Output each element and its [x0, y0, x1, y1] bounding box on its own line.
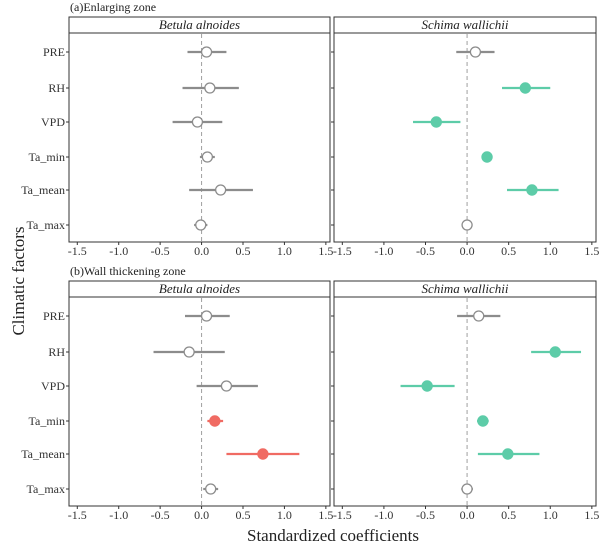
x-tick-label: -0.5 — [151, 244, 170, 258]
x-tick-label: -1.5 — [333, 244, 352, 258]
x-tick-label: 0.5 — [236, 508, 251, 522]
y-tick-label: RH — [48, 81, 65, 95]
x-tick-label: -1.0 — [374, 244, 393, 258]
estimate-point-pre — [200, 310, 213, 322]
x-tick-label: 0.0 — [460, 508, 475, 522]
estimate-point-rh — [519, 82, 532, 94]
facet-frame — [68, 296, 331, 507]
y-tick-label: Ta_min — [29, 150, 66, 164]
estimate-point-ta-mean — [214, 184, 227, 196]
estimate-point-ta-max — [195, 219, 207, 231]
y-tick-label: Ta_max — [27, 218, 65, 232]
facet-label: Betula alnoides — [159, 281, 240, 296]
y-tick-label: Ta_mean — [21, 183, 65, 197]
estimate-point-vpd — [430, 116, 443, 128]
x-tick-label: 0.0 — [460, 244, 475, 258]
x-tick-label: 0.5 — [236, 244, 251, 258]
estimate-point-rh — [183, 346, 195, 358]
x-tick-label: -0.5 — [416, 508, 435, 522]
x-tick-label: 0.5 — [501, 508, 516, 522]
x-tick-label: 1.5 — [584, 508, 599, 522]
x-tick-label: -1.0 — [374, 508, 393, 522]
estimate-point-pre — [469, 46, 482, 58]
estimate-point-vpd — [191, 116, 204, 128]
y-tick-label: PRE — [43, 309, 65, 323]
estimate-point-pre — [200, 46, 213, 58]
y-tick-label: RH — [48, 345, 65, 359]
y-tick-label: Ta_min — [29, 414, 66, 428]
x-axis-title: Standardized coefficients — [247, 526, 419, 545]
x-tick-label: 0.0 — [194, 508, 209, 522]
x-tick-label: -1.5 — [333, 508, 352, 522]
x-tick-label: -1.0 — [109, 244, 128, 258]
facet-label: Betula alnoides — [159, 17, 240, 32]
estimate-point-ta-mean — [257, 448, 269, 460]
y-tick-label: Ta_max — [27, 482, 65, 496]
x-tick-label: 1.0 — [543, 244, 558, 258]
x-tick-label: 0.5 — [501, 244, 516, 258]
panel-title: (b)Wall thickening zone — [70, 264, 186, 278]
x-tick-label: 1.5 — [318, 508, 333, 522]
estimate-point-ta-max — [205, 483, 217, 495]
facet-frame — [68, 32, 331, 243]
x-tick-label: 1.0 — [277, 244, 292, 258]
x-tick-label: -1.5 — [68, 508, 87, 522]
estimate-point-rh — [549, 346, 561, 358]
estimate-point-ta-max — [461, 219, 473, 231]
x-tick-label: -1.0 — [109, 508, 128, 522]
estimate-point-ta-mean — [526, 184, 538, 196]
x-tick-label: 0.0 — [194, 244, 209, 258]
x-tick-label: 1.0 — [277, 508, 292, 522]
x-tick-label: 1.5 — [318, 244, 333, 258]
estimate-point-ta-mean — [502, 448, 514, 460]
estimate-point-ta-min — [477, 415, 489, 427]
x-tick-label: -1.5 — [68, 244, 87, 258]
estimate-point-vpd — [421, 380, 433, 392]
y-tick-label: VPD — [41, 115, 65, 129]
y-tick-label: VPD — [41, 379, 65, 393]
x-tick-label: 1.0 — [543, 508, 558, 522]
y-tick-label: Ta_mean — [21, 447, 65, 461]
facet-frame — [333, 32, 597, 243]
estimate-point-vpd — [220, 380, 233, 392]
estimate-point-ta-min — [481, 151, 493, 163]
x-tick-label: 1.5 — [584, 244, 599, 258]
panel-title: (a)Enlarging zone — [70, 0, 156, 14]
facet-label: Schima wallichii — [421, 17, 508, 32]
y-tick-label: PRE — [43, 45, 65, 59]
y-axis-title: Climatic factors — [9, 226, 28, 335]
estimate-point-rh — [204, 82, 216, 94]
estimate-point-ta-min — [201, 151, 214, 163]
x-tick-label: -0.5 — [151, 508, 170, 522]
facet-frame — [333, 296, 597, 507]
estimate-point-ta-min — [209, 415, 221, 427]
facet-label: Schima wallichii — [421, 281, 508, 296]
estimate-point-pre — [473, 310, 485, 322]
x-tick-label: -0.5 — [416, 244, 435, 258]
estimate-point-ta-max — [461, 483, 473, 495]
